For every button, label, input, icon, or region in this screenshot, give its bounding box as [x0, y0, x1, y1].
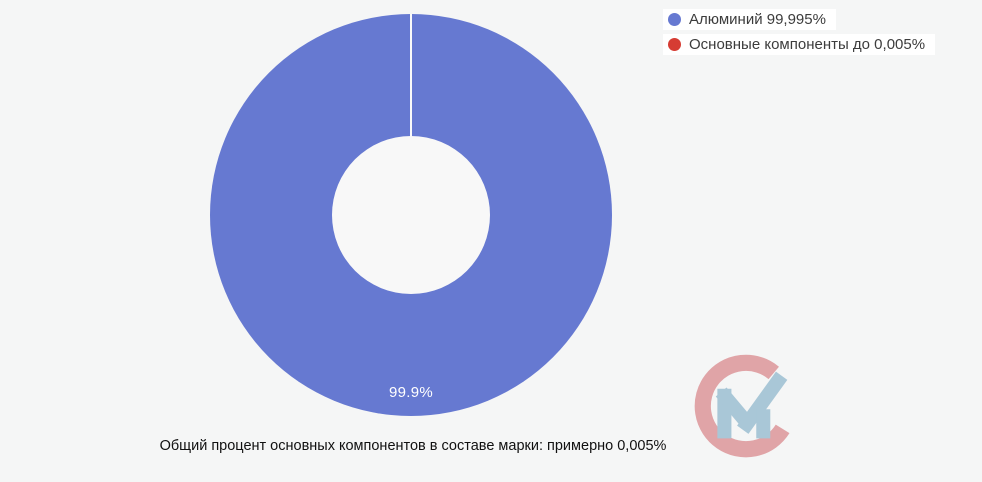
logo-letter-c	[694, 354, 790, 458]
cm-logo-watermark	[694, 354, 790, 458]
legend-marker-circle-icon	[668, 38, 681, 51]
legend-marker-circle-icon	[668, 13, 681, 26]
legend-item-label: Основные компоненты до 0,005%	[689, 36, 926, 53]
legend-item-components[interactable]: Основные компоненты до 0,005%	[663, 34, 936, 55]
chart-legend: Алюминий 99,995% Основные компоненты до …	[663, 9, 936, 55]
donut-hole	[332, 136, 490, 294]
legend-item-aluminium[interactable]: Алюминий 99,995%	[663, 9, 836, 30]
slice-boundary-line	[410, 14, 412, 137]
donut-slice-aluminium[interactable]: 99.9%	[210, 14, 612, 416]
chart-caption: Общий процент основных компонентов в сос…	[159, 438, 667, 454]
slice-value-label: 99.9%	[388, 384, 434, 401]
logo-letter-m-check	[715, 371, 788, 439]
legend-item-label: Алюминий 99,995%	[689, 11, 826, 28]
